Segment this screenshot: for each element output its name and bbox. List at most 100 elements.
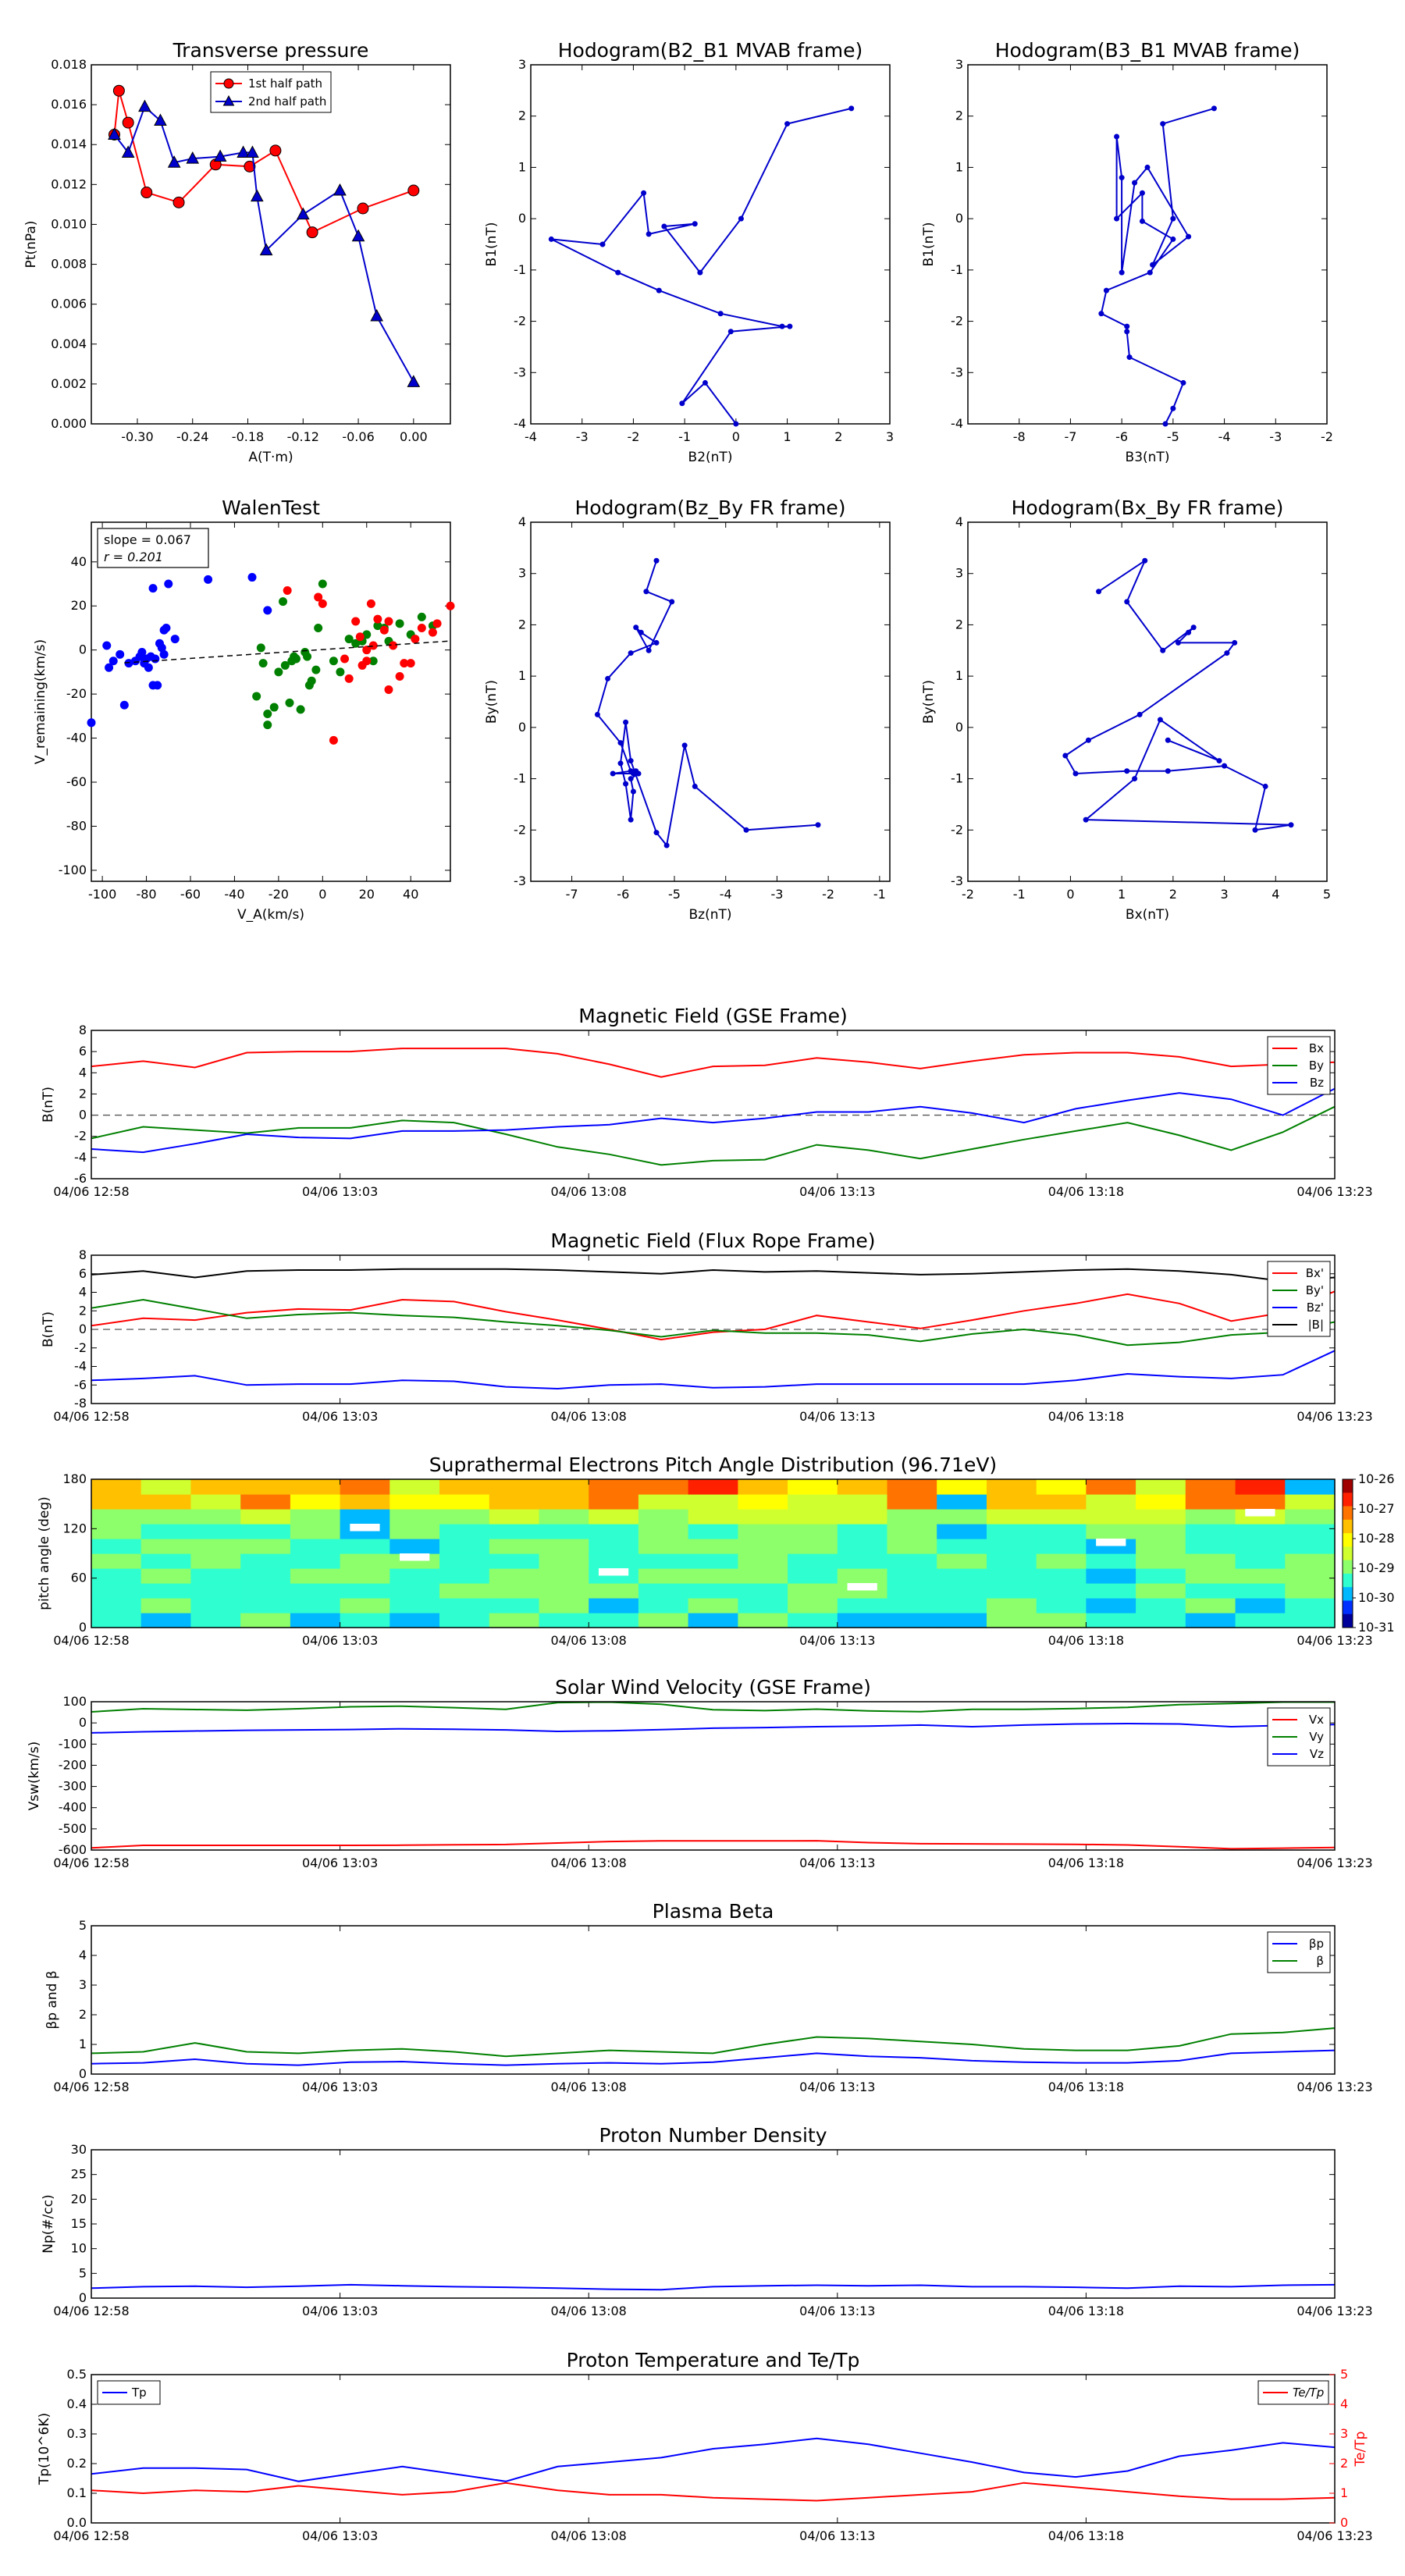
hodogram-point bbox=[663, 842, 670, 849]
hodogram-point bbox=[1170, 405, 1176, 411]
colorbar-segment bbox=[1343, 1506, 1353, 1521]
x-tick-label: -20 bbox=[269, 887, 289, 902]
heatmap-cell bbox=[688, 1598, 738, 1614]
x-tick-label: -1 bbox=[1013, 887, 1026, 902]
y-tick-label: 0.4 bbox=[67, 2396, 87, 2411]
heatmap-cell bbox=[738, 1613, 788, 1628]
heatmap-cell bbox=[340, 1583, 390, 1599]
heatmap-cell bbox=[190, 1539, 241, 1554]
fit-line bbox=[124, 640, 451, 664]
hodogram-point bbox=[1186, 233, 1192, 240]
plot-title: Proton Temperature and Te/Tp bbox=[567, 2349, 860, 2371]
heatmap-cell bbox=[1136, 1613, 1186, 1628]
x-tick-label: -3 bbox=[1269, 429, 1282, 444]
scatter-point-group-2 bbox=[368, 656, 378, 666]
point-2nd-half bbox=[333, 183, 347, 196]
heatmap-cell bbox=[1185, 1509, 1236, 1525]
heatmap-cell bbox=[1036, 1553, 1087, 1569]
point-2nd-half bbox=[259, 243, 273, 256]
y-tick-label: 5 bbox=[79, 2265, 87, 2280]
heatmap-cell bbox=[887, 1583, 937, 1599]
heatmap-cell bbox=[340, 1613, 390, 1628]
y-axis-label: By(nT) bbox=[484, 680, 500, 724]
y-tick-label: 4 bbox=[955, 514, 963, 529]
heatmap-cell bbox=[190, 1509, 241, 1525]
heatmap-cell bbox=[1086, 1524, 1136, 1539]
scatter-point-group-1 bbox=[151, 654, 160, 664]
hodogram-point bbox=[1119, 269, 1125, 276]
y-tick-label: 3 bbox=[79, 1977, 87, 1992]
heatmap-cell bbox=[1235, 1553, 1286, 1569]
heatmap-cell bbox=[389, 1539, 440, 1554]
heatmap-cell bbox=[638, 1509, 689, 1525]
heatmap-cell bbox=[887, 1568, 937, 1584]
panel-walen: -100 -80 -60 -40 -20 0 20 40 -100 -80 -60 -40 -20 0 20… bbox=[33, 496, 455, 923]
colorbar-segment bbox=[1343, 1546, 1353, 1561]
heatmap-cell bbox=[738, 1568, 788, 1584]
y-axis-label: By(nT) bbox=[921, 680, 937, 724]
heatmap-cell bbox=[837, 1509, 888, 1525]
time-tick-label: 04/06 13:18 bbox=[1048, 1184, 1124, 1199]
heatmap-cell bbox=[489, 1613, 540, 1628]
x-tick-label: 1 bbox=[783, 429, 791, 444]
heatmap-cell bbox=[1285, 1509, 1336, 1525]
heatmap-cell bbox=[91, 1568, 142, 1584]
heatmap-cell bbox=[788, 1553, 838, 1569]
heatmap-cell bbox=[389, 1494, 440, 1510]
point-1st-half bbox=[306, 226, 318, 239]
panel-h3: -7 -6 -5 -4 -3 -2 -1 -3 -2 -1 0 1 2 3 4 Hodogram(Bz_By … bbox=[484, 496, 891, 923]
heatmap-cell bbox=[1086, 1494, 1136, 1510]
heatmap-cell bbox=[987, 1509, 1037, 1525]
heatmap-cell bbox=[1235, 1494, 1286, 1510]
scatter-point-group-1 bbox=[108, 656, 118, 666]
scatter-point-group-3 bbox=[314, 592, 323, 602]
scatter-point-group-1 bbox=[159, 649, 169, 659]
hodogram-point bbox=[1139, 190, 1145, 196]
point-2nd-half bbox=[213, 149, 227, 162]
colorbar-tick-label: 10-30 bbox=[1358, 1590, 1395, 1605]
y-tick-label: 0 bbox=[518, 720, 526, 735]
panel-vsw: -600 -500 -400 -300 -200 -100 0 100 04/06 12:58 0… bbox=[27, 1676, 1373, 1870]
heatmap-cell bbox=[439, 1479, 490, 1495]
heatmap-cell bbox=[290, 1598, 341, 1614]
heatmap-cell bbox=[489, 1598, 540, 1614]
heatmap-cell bbox=[887, 1494, 937, 1510]
heatmap-cell bbox=[738, 1598, 788, 1614]
scatter-point-group-3 bbox=[368, 641, 378, 650]
heatmap-cell bbox=[1235, 1583, 1286, 1599]
heatmap-cell bbox=[489, 1479, 540, 1495]
time-tick-label: 04/06 13:03 bbox=[302, 1409, 378, 1424]
y-tick-label: 1 bbox=[955, 668, 963, 683]
hodogram-point bbox=[633, 624, 639, 631]
heatmap-cell bbox=[140, 1613, 191, 1628]
plot-title: Transverse pressure bbox=[173, 39, 369, 62]
hodogram-point bbox=[1136, 711, 1143, 717]
heatmap-cell bbox=[91, 1583, 142, 1599]
heatmap-gap bbox=[1096, 1539, 1126, 1546]
colorbar-segment bbox=[1343, 1600, 1353, 1615]
hodogram-point bbox=[1186, 629, 1192, 635]
heatmap-cell bbox=[788, 1598, 838, 1614]
y-tick-label: -400 bbox=[59, 1800, 87, 1815]
series-line-np bbox=[91, 2283, 1336, 2291]
x-tick-label: -3 bbox=[576, 429, 589, 444]
y-tick-label: 2 bbox=[518, 109, 526, 123]
heatmap-cell bbox=[1086, 1613, 1136, 1628]
x-tick-label: -100 bbox=[88, 887, 116, 902]
scatter-point-group-1 bbox=[137, 648, 147, 657]
point-2nd-half bbox=[121, 145, 135, 158]
y-tick-label: 0.1 bbox=[67, 2485, 87, 2500]
heatmap-cell bbox=[1036, 1539, 1087, 1554]
time-tick-label: 04/06 13:03 bbox=[302, 2304, 378, 2318]
x-tick-label: -4 bbox=[1218, 429, 1231, 444]
heatmap-cell bbox=[987, 1539, 1037, 1554]
y-tick-label: -40 bbox=[66, 731, 87, 745]
heatmap-cell bbox=[91, 1479, 142, 1495]
scatter-point-group-3 bbox=[351, 617, 361, 626]
hodogram-point bbox=[697, 269, 703, 276]
plot-frame bbox=[91, 1701, 1336, 1851]
x-tick-label: -6 bbox=[1115, 429, 1128, 444]
plot-title: Hodogram(B2_B1 MVAB frame) bbox=[558, 39, 863, 62]
heatmap-cell bbox=[539, 1479, 589, 1495]
hodogram-point bbox=[1096, 589, 1102, 595]
